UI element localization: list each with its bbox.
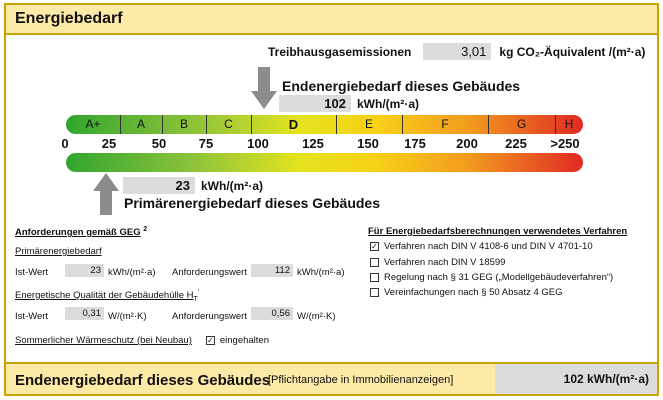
scale-ticks: 0 25 50 75 100 125 150 175 200 225 >250	[6, 136, 663, 152]
tick-label: >250	[550, 136, 580, 151]
tick-label: 50	[151, 136, 167, 151]
method-checkbox[interactable]	[370, 273, 379, 282]
primary-requirement-heading: Primärenergiebedarf	[15, 246, 102, 257]
tick-label: 225	[505, 136, 527, 151]
method-item: ✓ Verfahren nach DIN V 4108-6 und DIN V …	[370, 241, 593, 252]
class-f: F	[441, 117, 449, 131]
class-e: E	[364, 117, 373, 131]
method-checkbox[interactable]: ✓	[370, 242, 379, 251]
primary-energy-value-row: 23 kWh/(m²·a)	[123, 177, 263, 194]
ist-label: Ist-Wert	[15, 267, 49, 278]
anf-value: 112	[251, 264, 293, 277]
footer-note: [Pflichtangabe in Immobilienanzeigen]	[268, 374, 454, 386]
class-g: G	[516, 117, 527, 131]
footer-bar: Endenergiebedarf dieses Gebäudes [Pflich…	[6, 362, 657, 394]
primary-energy-scale	[66, 153, 583, 172]
page-title: Energiebedarf	[15, 10, 123, 27]
summer-protection-label: Sommerlicher Wärmeschutz (bei Neubau)	[15, 335, 192, 346]
envelope-heading: Energetische Qualität der Gebäudehülle H	[15, 290, 194, 302]
anf2-unit: W/(m²·K)	[297, 311, 336, 322]
emissions-unit: kg CO₂-Äquivalent /(m²·a)	[499, 44, 646, 59]
method-checkbox[interactable]	[370, 258, 379, 267]
summer-protection-row: Sommerlicher Wärmeschutz (bei Neubau) ✓ …	[15, 335, 269, 346]
anf2-label: Anforderungswert	[172, 311, 247, 322]
ist-value: 23	[65, 264, 104, 277]
method-item: Vereinfachungen nach § 50 Absatz 4 GEG	[370, 287, 563, 298]
tick-label: 0	[61, 136, 69, 151]
scale-separator	[402, 115, 403, 134]
method-item: Verfahren nach DIN V 18599	[370, 257, 505, 268]
tick-label: 125	[302, 136, 324, 151]
scale-separator	[555, 115, 556, 134]
class-c: C	[224, 117, 233, 131]
tick-label: 100	[247, 136, 269, 151]
methods-heading: Für Energiebedarfsberechnungen verwendet…	[368, 226, 628, 237]
ist2-unit: W/(m²·K)	[108, 311, 147, 322]
ist2-value: 0,31	[65, 307, 104, 320]
envelope-heading-sup: '	[197, 289, 200, 296]
method-label: Regelung nach § 31 GEG („Modellgebäudeve…	[384, 272, 614, 283]
primary-energy-label: Primärenergiebedarf dieses Gebäudes	[124, 195, 380, 211]
emissions-label: Treibhausgasemissionen	[268, 44, 412, 59]
requirements-heading-sup: 2	[143, 226, 148, 233]
anf2-value: 0,56	[251, 307, 293, 320]
energy-class-scale: A+ A B C D E F G H	[66, 115, 583, 134]
class-d: D	[288, 117, 299, 132]
energy-certificate-panel: Energiebedarf Treibhausgasemissionen 3,0…	[4, 3, 659, 396]
class-h: H	[564, 117, 574, 131]
primary-energy-value: 23	[123, 177, 195, 194]
ist-unit: kWh/(m²·a)	[108, 267, 156, 278]
tick-label: 150	[357, 136, 379, 151]
scale-separator	[120, 115, 121, 134]
requirements-heading: Anforderungen gemäß GEG	[15, 227, 141, 239]
scale-separator	[206, 115, 207, 134]
emissions-row: Treibhausgasemissionen 3,01 kg CO₂-Äquiv…	[268, 43, 645, 60]
class-a-plus: A+	[85, 117, 101, 131]
anf-label: Anforderungswert	[172, 267, 247, 278]
end-energy-unit: kWh/(m²·a)	[357, 96, 419, 111]
class-b: B	[179, 117, 188, 131]
summer-protection-status: eingehalten	[219, 335, 270, 346]
tick-label: 200	[456, 136, 478, 151]
tick-label: 175	[404, 136, 426, 151]
footer-value: 102 kWh/(m²·a)	[495, 364, 657, 394]
end-energy-label: Endenergiebedarf dieses Gebäudes	[282, 78, 521, 94]
end-energy-value: 102	[279, 95, 351, 112]
scale-separator	[336, 115, 337, 134]
end-energy-value-row: 102 kWh/(m²·a)	[279, 95, 419, 112]
scale-separator	[251, 115, 252, 134]
anf-unit: kWh/(m²·a)	[297, 267, 345, 278]
class-a: A	[136, 117, 145, 131]
method-item: Regelung nach § 31 GEG („Modellgebäudeve…	[370, 272, 613, 283]
method-label: Verfahren nach DIN V 4108-6 und DIN V 47…	[384, 241, 593, 252]
tick-label: 75	[198, 136, 214, 151]
envelope-heading-row: Energetische Qualität der Gebäudehülle H…	[15, 289, 199, 303]
requirements-heading-row: Anforderungen gemäß GEG 2	[15, 226, 147, 238]
primary-energy-unit: kWh/(m²·a)	[201, 178, 263, 193]
scale-separator	[488, 115, 489, 134]
method-checkbox[interactable]	[370, 288, 379, 297]
tick-label: 25	[101, 136, 117, 151]
envelope-heading-sub: T	[193, 296, 198, 304]
primary-energy-arrow-icon	[93, 173, 119, 215]
summer-protection-checkbox[interactable]: ✓	[205, 336, 215, 345]
end-energy-arrow-icon	[251, 67, 277, 109]
ist2-label: Ist-Wert	[15, 311, 49, 322]
method-label: Verfahren nach DIN V 18599	[384, 257, 506, 268]
footer-label: Endenergiebedarf dieses Gebäudes	[15, 372, 271, 389]
scale-separator	[162, 115, 163, 134]
title-bar: Energiebedarf	[6, 5, 657, 35]
method-label: Vereinfachungen nach § 50 Absatz 4 GEG	[384, 287, 563, 298]
emissions-value: 3,01	[423, 43, 492, 60]
